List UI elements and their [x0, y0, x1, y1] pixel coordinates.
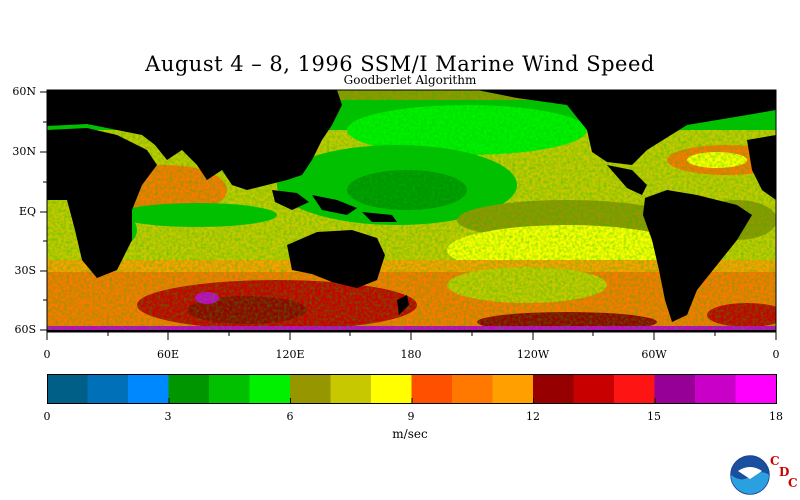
lon-label-60w: 60W — [641, 348, 667, 361]
colorbar-swatch — [249, 374, 291, 404]
map-subtitle: Goodberlet Algorithm — [343, 73, 477, 87]
cdc-letter: C — [788, 476, 798, 490]
map-title: August 4 – 8, 1996 SSM/I Marine Wind Spe… — [145, 52, 655, 76]
colorbar-swatch — [614, 374, 655, 404]
colorbar-swatch — [209, 374, 250, 404]
lat-label-eq: EQ — [18, 205, 36, 218]
colorbar-tick-label: 12 — [526, 410, 540, 423]
colorbar-swatch — [168, 374, 210, 404]
colorbar-swatch — [735, 374, 777, 404]
colorbar-swatch — [452, 374, 493, 404]
colorbar-swatch — [87, 374, 129, 404]
lat-label-30n: 30N — [12, 145, 36, 158]
colorbar-swatch — [330, 374, 372, 404]
lon-label-0-west: 0 — [43, 348, 51, 361]
colorbar-tick-label: 0 — [43, 410, 51, 423]
lon-label-120e: 120E — [275, 348, 305, 361]
colorbar-tick-label: 6 — [286, 410, 294, 423]
lon-label-120w: 120W — [516, 348, 550, 361]
colorbar-swatch — [492, 374, 534, 404]
colorbar-units: m/sec — [392, 427, 428, 441]
wind-speed-field — [47, 90, 776, 332]
lat-label-30s: 30S — [14, 264, 36, 277]
lat-label-60s: 60S — [14, 323, 36, 336]
cdc-letter: D — [779, 465, 790, 479]
lon-label-60e: 60E — [156, 348, 180, 361]
colorbar-swatch — [371, 374, 412, 404]
lon-label-0-east: 0 — [772, 348, 780, 361]
colorbar-tick-label: 9 — [407, 410, 415, 423]
colorbar-swatch — [290, 374, 331, 404]
lon-label-180: 180 — [400, 348, 422, 361]
colorbar-tick-label: 18 — [769, 410, 783, 423]
colorbar-swatch — [573, 374, 615, 404]
colorbar-swatch — [47, 374, 88, 404]
colorbar-swatch — [128, 374, 169, 404]
colorbar-tick-label: 3 — [164, 410, 172, 423]
lat-label-60n: 60N — [12, 85, 36, 98]
colorbar-swatch — [654, 374, 696, 404]
colorbar-tick-label: 15 — [647, 410, 661, 423]
wind-speed-map — [47, 90, 776, 332]
colorbar-swatch — [411, 374, 453, 404]
colorbar-swatch — [533, 374, 574, 404]
colorbar — [47, 374, 777, 404]
noaa-logo-icon — [730, 455, 770, 495]
colorbar-swatch — [695, 374, 736, 404]
cdc-letter: C — [770, 454, 780, 468]
